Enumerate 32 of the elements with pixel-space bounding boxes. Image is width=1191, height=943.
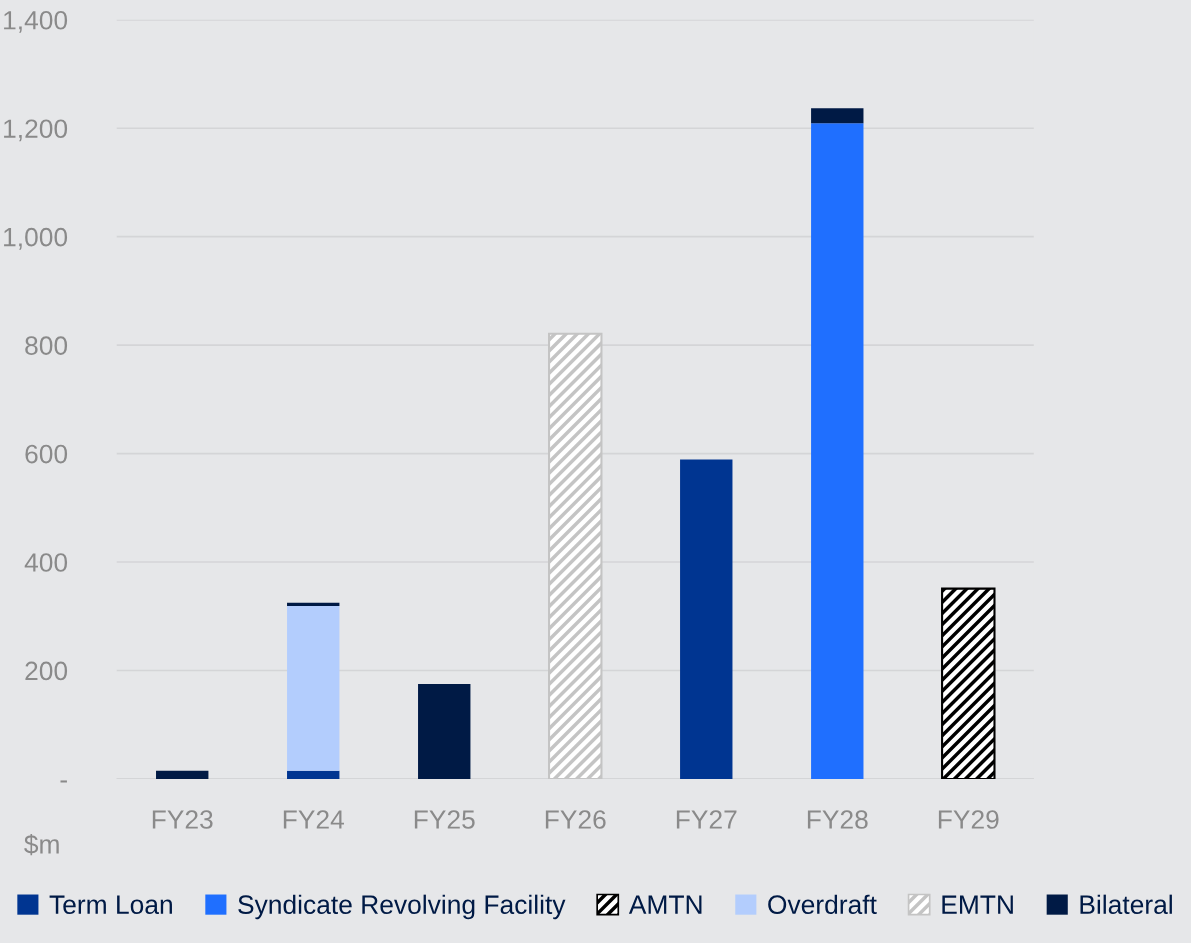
legend-label: EMTN <box>942 895 1013 914</box>
bar <box>287 605 340 771</box>
x-tick-label: FY29 <box>938 810 999 829</box>
legend-label: Syndicate Revolving Facility <box>238 894 566 920</box>
y-axis-title: $m <box>24 833 59 856</box>
bar <box>811 108 864 124</box>
y-tick-label: 1,200 <box>4 119 68 142</box>
legend-label: AMTN <box>628 895 702 914</box>
x-tick-label: FY24 <box>283 810 344 829</box>
y-tick-label: 800 <box>25 336 68 355</box>
bar <box>156 770 209 779</box>
bar <box>941 587 996 779</box>
y-tick-label: 200 <box>25 661 68 681</box>
legend-label: Bilateral <box>1080 894 1172 915</box>
x-tick-label: FY23 <box>152 810 213 829</box>
y-tick-label: - <box>60 780 67 783</box>
y-tick-label: 400 <box>24 553 68 572</box>
y-tick-label: 1,400 <box>4 10 68 33</box>
legend-label: Overdraft <box>768 894 877 915</box>
x-tick-label: FY26 <box>545 810 606 829</box>
bar <box>548 332 603 779</box>
bar <box>811 123 864 779</box>
bar <box>680 459 733 779</box>
x-tick-label: FY28 <box>807 810 868 829</box>
y-tick-label: 600 <box>25 444 68 464</box>
bar <box>418 684 471 779</box>
x-tick-label: FY25 <box>414 810 475 829</box>
bar <box>287 770 340 779</box>
bar <box>287 602 340 606</box>
legend-label: Term Loan <box>49 895 172 915</box>
x-tick-label: FY27 <box>676 810 737 829</box>
y-tick-label: 1,000 <box>4 227 68 250</box>
